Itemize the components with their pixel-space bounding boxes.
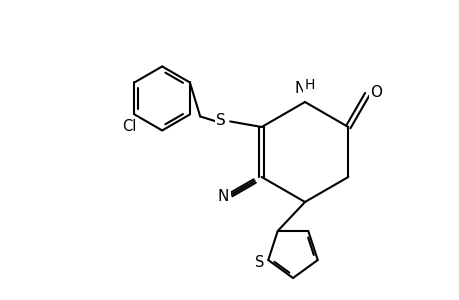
Text: N: N	[217, 189, 229, 204]
Text: Cl: Cl	[122, 119, 136, 134]
Text: N: N	[294, 80, 305, 95]
Text: O: O	[369, 85, 381, 100]
Text: H: H	[304, 78, 314, 92]
Text: H: H	[301, 82, 312, 96]
Text: N: N	[295, 82, 306, 97]
Text: S: S	[216, 113, 225, 128]
Text: S: S	[254, 254, 263, 269]
